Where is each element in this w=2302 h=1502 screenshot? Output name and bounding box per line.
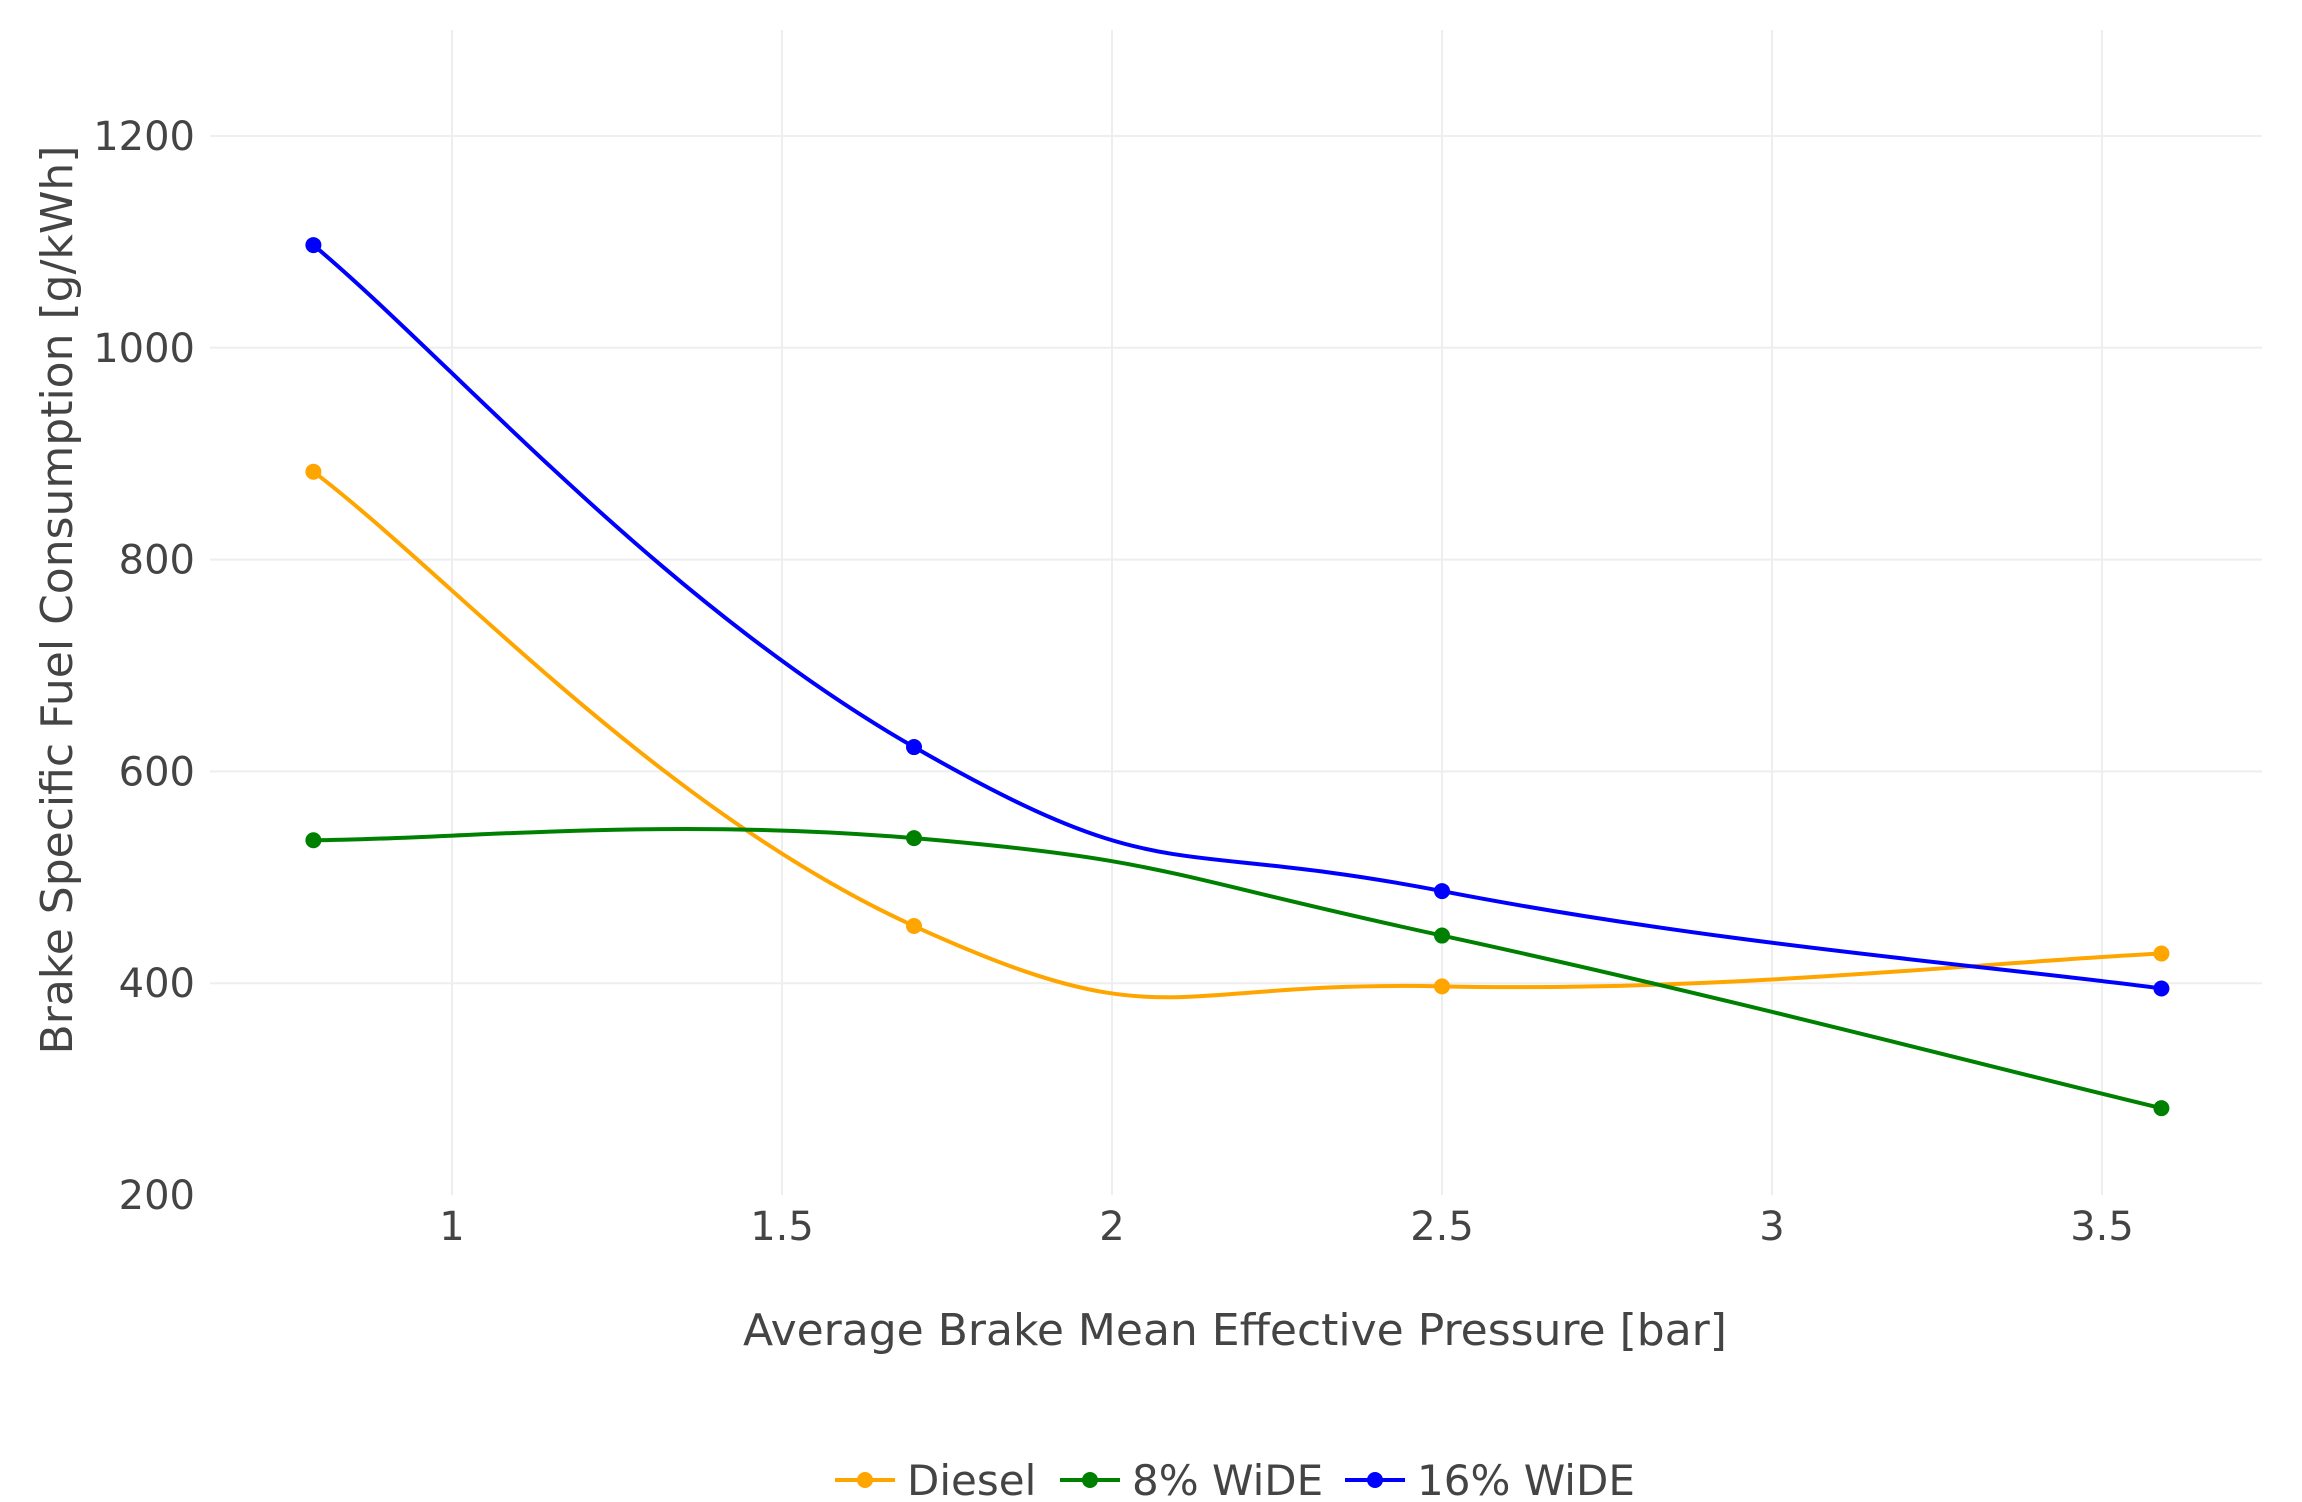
data-point-diesel [906, 918, 922, 935]
y-axis-title: Brake Specific Fuel Consumption [g/kWh] [32, 146, 83, 1055]
legend: Diesel 8% WiDE 16% WiDE [835, 1456, 1635, 1502]
data-point-8-wide [906, 830, 922, 847]
series-lines [312, 243, 2162, 1111]
data-point-16-wide [1434, 883, 1450, 900]
x-axis-ticks: 1 1.5 2 2.5 3 3.5 [439, 1204, 2134, 1250]
data-point-8-wide [2153, 1100, 2170, 1117]
x-tick-label: 1.5 [750, 1204, 814, 1250]
data-point-16-wide [2153, 980, 2170, 997]
y-tick-label: 600 [119, 749, 195, 795]
data-point-8-wide [1434, 927, 1450, 944]
legend-item-16-wide[interactable]: 16% WiDE [1345, 1456, 1635, 1502]
x-tick-label: 3 [1759, 1204, 1784, 1250]
y-tick-label: 200 [119, 1173, 195, 1219]
x-tick-label: 3.5 [2070, 1204, 2134, 1250]
x-tick-label: 2.5 [1410, 1204, 1474, 1250]
series-line-16-wide [312, 243, 2162, 991]
data-point-8-wide [305, 832, 322, 849]
grid [210, 30, 2262, 1195]
y-tick-label: 400 [119, 961, 195, 1007]
x-axis-title: Average Brake Mean Effective Pressure [b… [743, 1305, 1727, 1356]
y-axis-ticks: 200 400 600 800 1000 1200 [93, 114, 195, 1219]
y-tick-label: 1000 [93, 326, 195, 372]
x-tick-label: 1 [439, 1204, 464, 1250]
series-line-diesel [312, 470, 2162, 1000]
legend-label: 16% WiDE [1417, 1456, 1635, 1502]
y-tick-label: 800 [119, 538, 195, 584]
legend-swatch-marker [857, 1472, 873, 1488]
data-point-16-wide [906, 739, 922, 756]
legend-item-diesel[interactable]: Diesel [835, 1456, 1036, 1502]
y-tick-label: 1200 [93, 114, 195, 160]
legend-label: 8% WiDE [1132, 1456, 1323, 1502]
series-markers [305, 237, 2170, 1117]
data-point-16-wide [305, 237, 322, 254]
data-point-diesel [305, 463, 322, 480]
legend-swatch-marker [1367, 1472, 1383, 1488]
legend-label: Diesel [907, 1456, 1036, 1502]
x-tick-label: 2 [1099, 1204, 1124, 1250]
series-line-8-wide [313, 827, 2162, 1111]
legend-item-8-wide[interactable]: 8% WiDE [1060, 1456, 1323, 1502]
data-point-diesel [1434, 978, 1450, 995]
legend-swatch-marker [1082, 1472, 1098, 1488]
data-point-diesel [2153, 945, 2170, 962]
